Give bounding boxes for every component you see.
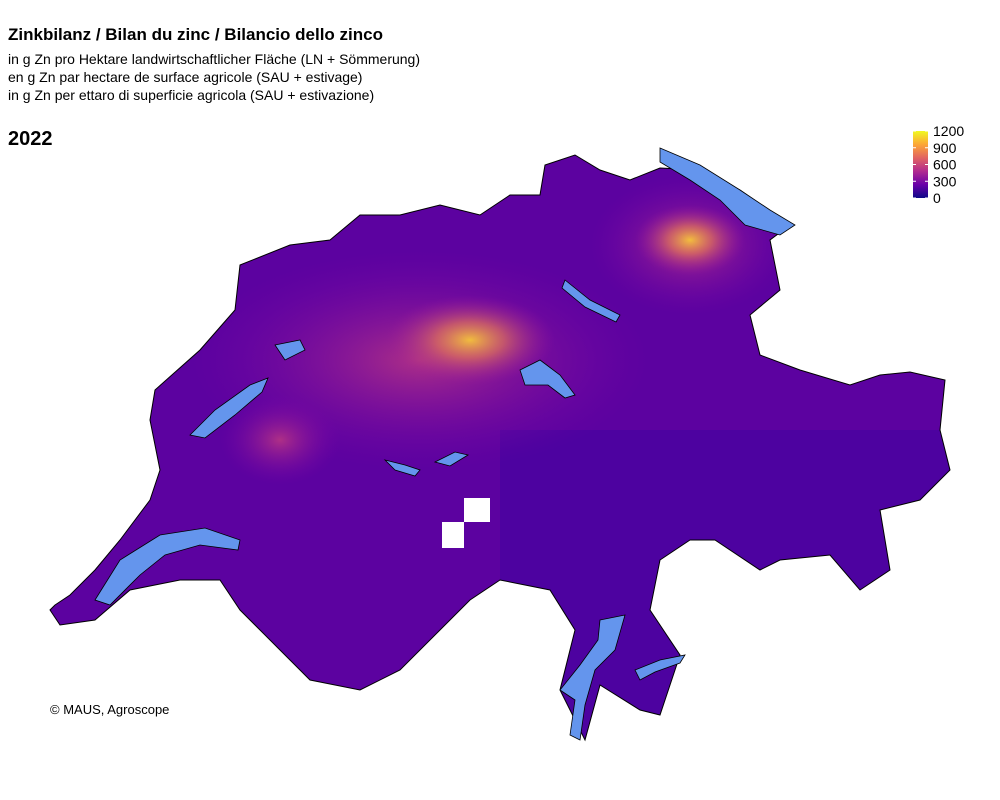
subtitle: en g Zn par hectare de surface agricole …: [8, 69, 362, 85]
legend-tick-label: 600: [933, 157, 957, 173]
legend-tick-label: 300: [933, 173, 957, 189]
lakes: [94, 147, 796, 741]
legend-tick-label: 0: [933, 190, 941, 206]
colorbar: [913, 131, 928, 198]
title: Zinkbilanz / Bilan du zinc / Bilancio de…: [8, 25, 383, 44]
year: 2022: [8, 128, 53, 150]
subtitle: in g Zn per ettaro di superficie agricol…: [8, 87, 374, 103]
credit: © MAUS, Agroscope: [50, 702, 169, 717]
subtitle: in g Zn pro Hektare landwirtschaftlicher…: [8, 51, 420, 67]
legend-tick-label: 1200: [933, 123, 964, 139]
legend-tick-label: 900: [933, 140, 957, 156]
